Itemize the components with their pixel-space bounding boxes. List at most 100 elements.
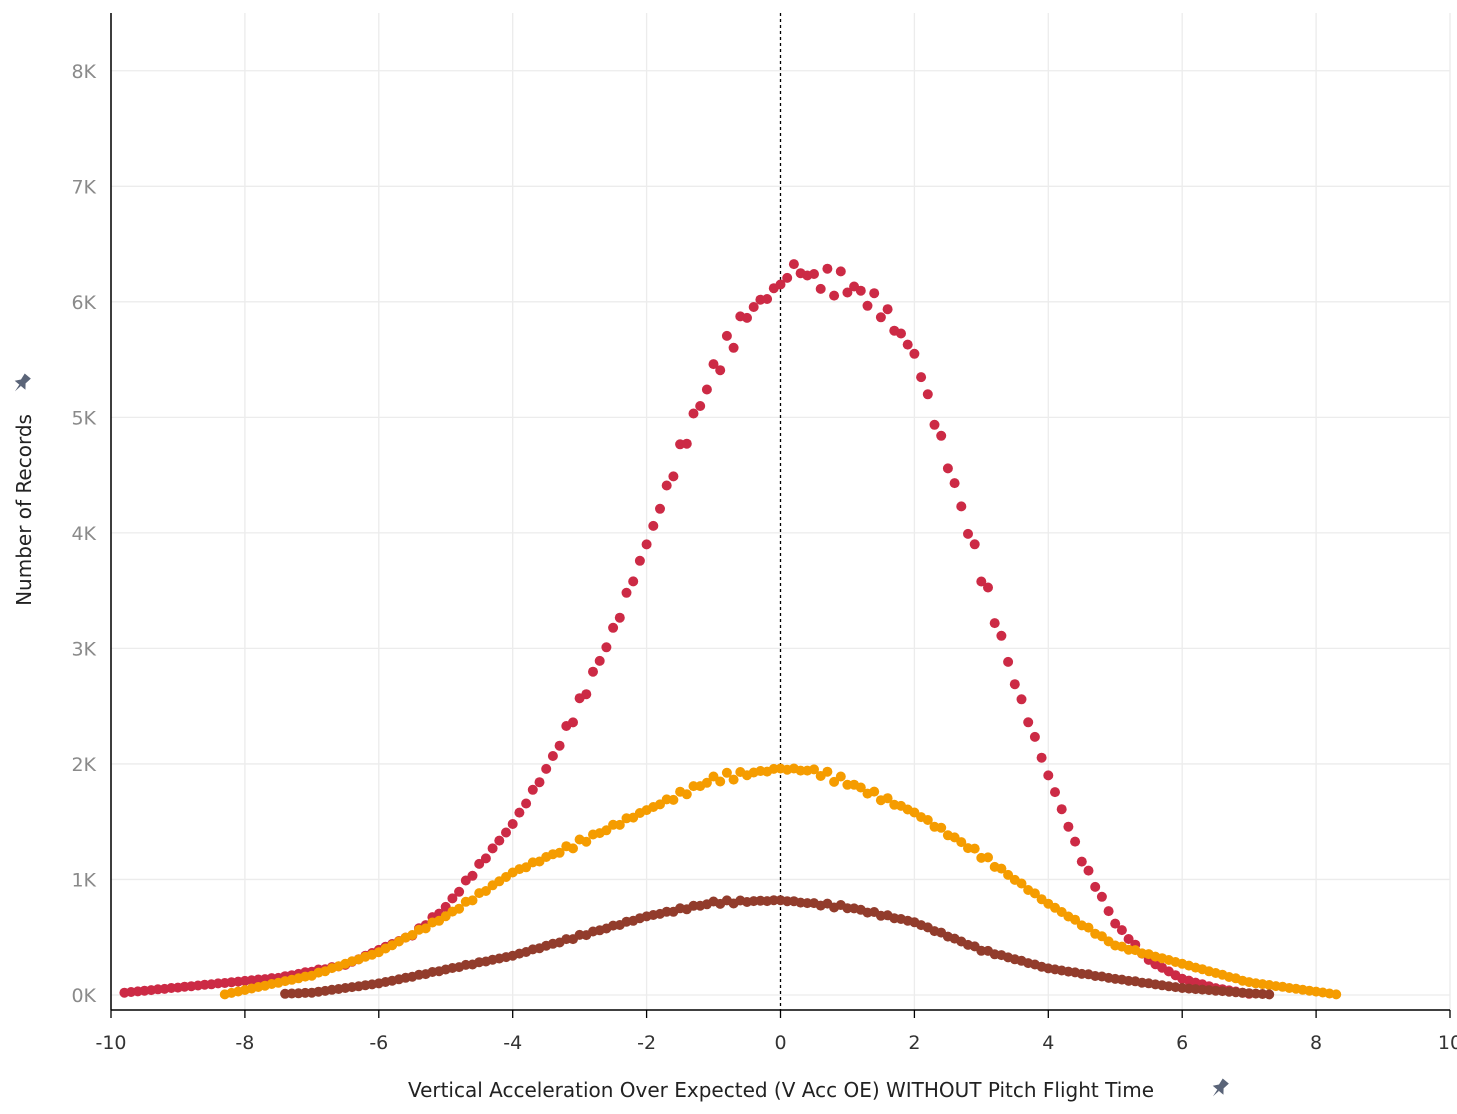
series-points: [119, 259, 1255, 999]
data-point: [815, 283, 826, 294]
data-point: [1009, 679, 1020, 690]
data-point: [829, 290, 840, 301]
data-point: [527, 784, 538, 795]
data-point: [1103, 906, 1114, 917]
data-point: [862, 300, 873, 311]
data-point: [454, 886, 465, 897]
series-points: [219, 763, 1342, 1000]
data-point: [701, 777, 712, 788]
data-point: [1070, 836, 1081, 847]
data-point: [634, 555, 645, 566]
data-point: [983, 582, 993, 593]
data-point: [1116, 925, 1127, 936]
data-point: [621, 587, 632, 598]
data-point: [788, 259, 799, 270]
data-point: [688, 408, 699, 419]
pin-icon[interactable]: [10, 372, 34, 396]
data-point: [568, 717, 578, 728]
data-point: [902, 339, 913, 350]
data-point: [909, 348, 920, 359]
data-point: [869, 288, 880, 299]
data-point: [942, 463, 953, 474]
data-point: [521, 798, 532, 809]
data-point: [936, 822, 947, 833]
data-point: [594, 655, 605, 666]
data-point: [969, 843, 980, 854]
data-point: [922, 815, 933, 825]
data-point: [568, 843, 578, 854]
data-point: [1070, 914, 1081, 925]
data-point: [467, 895, 478, 906]
data-point: [501, 827, 511, 838]
data-point: [407, 930, 418, 940]
data-point: [989, 618, 1000, 629]
data-point: [474, 858, 485, 869]
data-point: [1036, 752, 1047, 763]
data-points: [119, 259, 1342, 1000]
data-point: [708, 359, 719, 370]
data-point: [1331, 989, 1342, 1000]
data-point: [681, 438, 692, 449]
x-axis-title: Vertical Acceleration Over Expected (V A…: [408, 1078, 1154, 1102]
data-point: [949, 478, 960, 489]
data-point: [1083, 865, 1094, 876]
data-point: [762, 294, 773, 304]
data-point: [661, 480, 672, 491]
x-tick-label: 6: [1176, 1032, 1188, 1054]
data-point: [715, 776, 726, 787]
data-point: [541, 763, 552, 774]
data-point: [487, 843, 498, 854]
data-point: [1029, 888, 1040, 899]
pin-icon[interactable]: [1208, 1077, 1232, 1101]
data-point: [922, 389, 933, 400]
data-point: [467, 870, 478, 881]
y-tick-label: 7K: [71, 176, 96, 198]
data-point: [1264, 989, 1275, 1000]
data-point: [882, 304, 893, 315]
data-point: [728, 342, 739, 353]
x-tick-label: 8: [1310, 1032, 1322, 1054]
x-tick-label: -2: [637, 1032, 656, 1054]
data-point: [581, 836, 592, 847]
data-point: [668, 471, 679, 482]
y-tick-label: 3K: [71, 638, 96, 660]
data-point: [842, 287, 853, 298]
data-point: [547, 751, 558, 761]
data-point: [715, 365, 726, 376]
data-point: [748, 302, 759, 312]
data-point: [855, 285, 866, 296]
data-point: [721, 330, 732, 341]
data-point: [782, 272, 793, 283]
data-point: [534, 777, 545, 788]
x-tick-label: -8: [235, 1032, 254, 1054]
data-point: [1083, 922, 1094, 933]
data-point: [1023, 717, 1034, 728]
data-point: [983, 852, 993, 863]
data-point: [581, 689, 592, 700]
data-point: [554, 740, 565, 751]
data-point: [641, 539, 652, 550]
data-point: [896, 328, 906, 339]
data-point: [1003, 656, 1014, 667]
data-point: [494, 835, 505, 846]
data-point: [829, 776, 840, 787]
x-tick-label: -6: [369, 1032, 388, 1054]
data-point: [969, 539, 980, 550]
data-point: [695, 401, 706, 411]
data-point: [1090, 881, 1101, 892]
data-point: [588, 666, 598, 677]
data-point: [835, 771, 846, 782]
y-tick-label: 4K: [71, 523, 96, 545]
data-point: [822, 766, 833, 777]
data-point: [668, 794, 679, 805]
x-axis-tick-labels: -10 -8 -6 -4 -2 0 2 4 6 8 10: [95, 1032, 1457, 1054]
data-point: [855, 782, 866, 793]
data-point: [963, 528, 973, 539]
y-tick-label: 2K: [71, 754, 96, 776]
data-point: [701, 384, 712, 395]
data-point: [514, 807, 525, 818]
x-tick-label: 0: [774, 1032, 786, 1054]
data-point: [869, 786, 880, 797]
data-point: [1123, 934, 1134, 944]
